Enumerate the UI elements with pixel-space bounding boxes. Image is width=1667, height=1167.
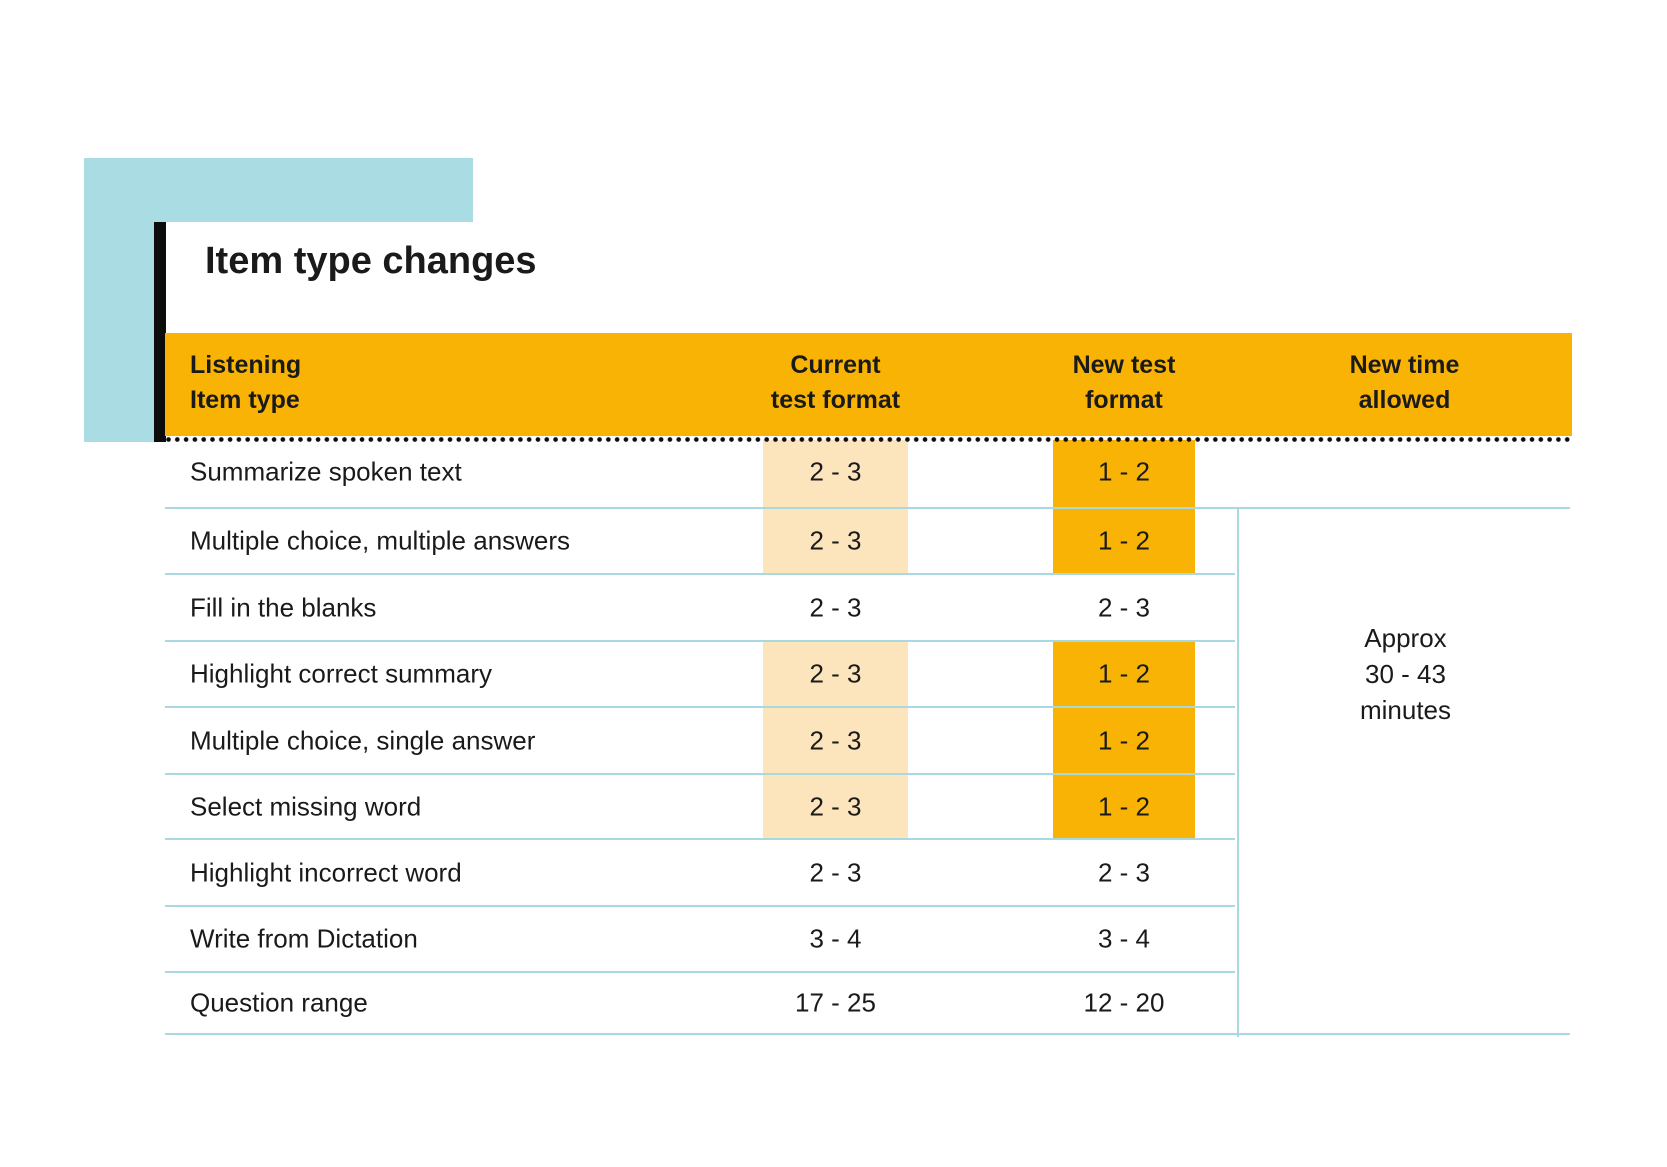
time-allowed-line: minutes: [1359, 695, 1452, 725]
item-type-label: Question range: [190, 987, 368, 1018]
item-type-label: Multiple choice, single answer: [190, 725, 536, 755]
table-row: Highlight incorrect word 2 - 3 2 - 3: [165, 840, 1235, 907]
current-format-value: 2 - 3: [809, 791, 862, 821]
current-format-value: 2 - 3: [809, 725, 862, 755]
column-header-new-format: New test format: [1053, 331, 1195, 434]
current-format-value: 2 - 3: [809, 658, 862, 689]
new-format-value: 1 - 2: [1097, 456, 1151, 487]
column-header-new-time: New time allowed: [1237, 331, 1572, 434]
column-header-line: Current: [790, 350, 881, 379]
black-accent-bar: [154, 222, 166, 442]
column-header-line: Item type: [190, 385, 300, 414]
column-header-line: New time: [1349, 350, 1460, 379]
table-row: Write from Dictation 3 - 4 3 - 4: [165, 907, 1235, 973]
table-row: Question range 17 - 25 12 - 20: [165, 973, 1570, 1035]
table-row: Summarize spoken text 2 - 3 1 - 2: [165, 437, 1570, 509]
highlight-band-current-rows4-6: [763, 642, 908, 840]
new-format-value: 2 - 3: [1097, 592, 1151, 622]
table-header-band: [165, 333, 1572, 436]
current-format-value: 2 - 3: [809, 592, 862, 622]
new-format-value: 1 - 2: [1097, 791, 1151, 821]
page-title: Item type changes: [205, 240, 537, 282]
table-row: Highlight correct summary 2 - 3 1 - 2: [165, 642, 1235, 708]
table-row: Select missing word 2 - 3 1 - 2: [165, 775, 1235, 840]
column-header-item-type: Listening Item type: [190, 331, 610, 434]
new-format-value: 1 - 2: [1097, 525, 1151, 556]
new-format-value: 3 - 4: [1097, 923, 1151, 954]
item-type-label: Highlight correct summary: [190, 658, 492, 689]
item-type-label: Summarize spoken text: [190, 456, 462, 487]
time-allowed-line: 30 - 43: [1365, 659, 1446, 689]
table-row: Multiple choice, single answer 2 - 3 1 -…: [165, 708, 1235, 775]
time-allowed-note: Approx 30 - 43 minutes: [1239, 620, 1572, 728]
current-format-value: 3 - 4: [809, 923, 862, 954]
column-header-line: test format: [770, 385, 901, 414]
column-header-line: allowed: [1358, 385, 1451, 414]
item-type-label: Write from Dictation: [190, 923, 418, 954]
table-row: Fill in the blanks 2 - 3 2 - 3: [165, 575, 1235, 642]
time-cell-divider: [1237, 509, 1239, 1037]
item-type-label: Highlight incorrect word: [190, 857, 462, 887]
dotted-divider: [165, 436, 1572, 443]
column-header-current-format: Current test format: [763, 331, 908, 434]
current-format-value: 17 - 25: [795, 987, 876, 1018]
new-format-value: 1 - 2: [1097, 658, 1151, 689]
column-header-line: format: [1085, 385, 1163, 414]
highlight-band-new-rows4-6: [1053, 642, 1195, 840]
current-format-value: 2 - 3: [809, 456, 862, 487]
new-format-value: 2 - 3: [1097, 857, 1151, 887]
current-format-value: 2 - 3: [809, 857, 862, 887]
item-type-label: Multiple choice, multiple answers: [190, 525, 571, 556]
column-header-line: New test: [1072, 350, 1176, 379]
current-format-value: 2 - 3: [809, 525, 862, 556]
item-type-label: Select missing word: [190, 791, 422, 821]
time-allowed-line: Approx: [1364, 623, 1447, 653]
table-row: Multiple choice, multiple answers 2 - 3 …: [165, 509, 1235, 575]
item-type-label: Fill in the blanks: [190, 592, 377, 622]
new-format-value: 12 - 20: [1083, 987, 1165, 1018]
column-header-line: Listening: [190, 350, 302, 379]
new-format-value: 1 - 2: [1097, 725, 1151, 755]
blue-flag-stripe: [84, 158, 154, 442]
